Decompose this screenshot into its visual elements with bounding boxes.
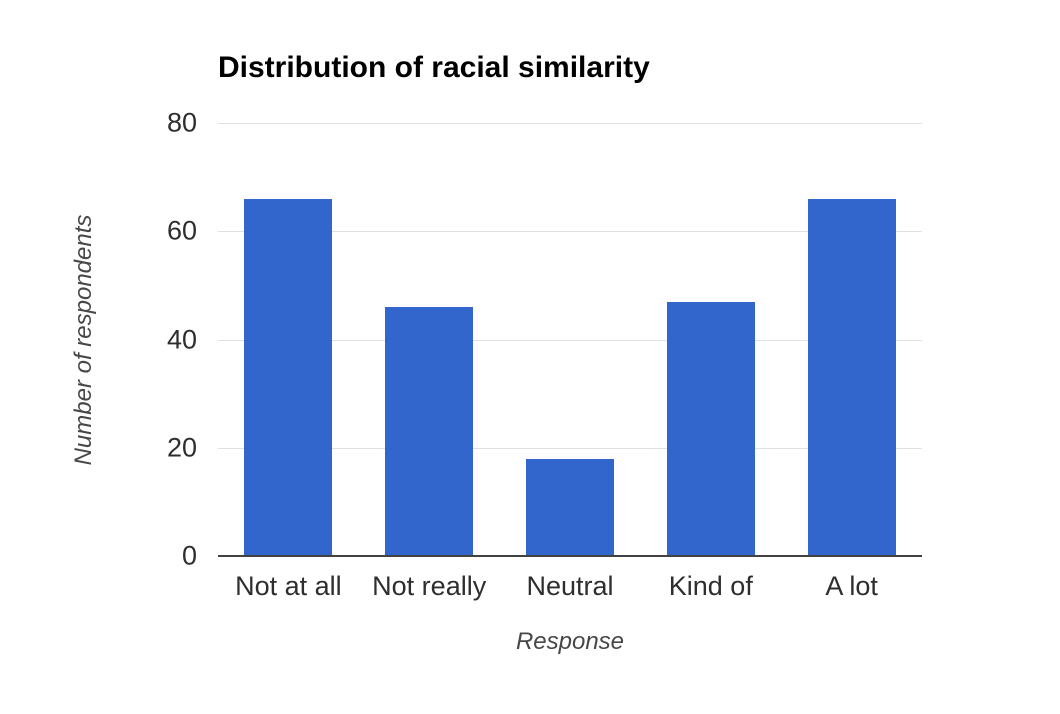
chart-title: Distribution of racial similarity (218, 51, 650, 84)
gridline (218, 123, 922, 124)
x-tick-label: A lot (825, 571, 878, 601)
gridline (218, 339, 922, 341)
bar (385, 307, 474, 556)
bar (244, 198, 333, 556)
x-axis-line (218, 555, 922, 557)
y-tick-label: 80 (166, 107, 197, 138)
gridline (218, 447, 922, 449)
bar (526, 458, 614, 556)
bar (807, 198, 896, 556)
x-tick-label: Not at all (235, 571, 342, 601)
y-tick-label: 0 (181, 540, 197, 571)
x-axis-labels: Not at all Not really Neutral Kind of A lot (218, 567, 922, 603)
x-tick-label: Kind of (668, 571, 753, 601)
x-tick-label: Neutral (526, 571, 614, 601)
bar (666, 301, 755, 556)
x-axis-title: Response (515, 628, 625, 655)
gridline (218, 231, 922, 233)
y-tick-label: 60 (166, 215, 197, 246)
y-tick-label: 40 (166, 324, 197, 354)
x-tick-label: Not really (372, 571, 487, 601)
y-tick-label: 20 (166, 432, 197, 463)
plot-area (218, 123, 922, 557)
y-axis-ticks: 0 20 40 60 80 (0, 108, 197, 571)
